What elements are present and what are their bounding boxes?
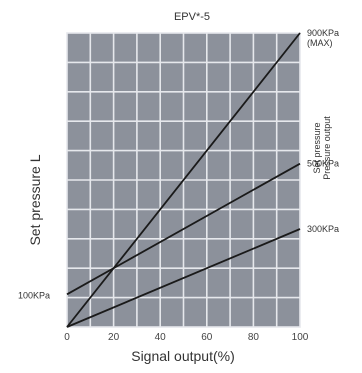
series-line-0 bbox=[66, 32, 301, 328]
series-line-1 bbox=[66, 162, 301, 296]
x-tick-label-3: 60 bbox=[201, 332, 213, 343]
x-axis-label: Signal output(%) bbox=[131, 348, 235, 364]
series-end-label-0-0: 900KPa bbox=[307, 28, 339, 38]
series-end-label-0-1: (MAX) bbox=[307, 38, 333, 48]
y-axis-label: Set pressure L bbox=[27, 154, 43, 245]
right-label-pressure-output: Pressure output bbox=[322, 116, 332, 180]
chart-title: EPV*-5 bbox=[174, 11, 210, 23]
plot-border bbox=[66, 32, 301, 328]
grid bbox=[66, 32, 301, 328]
right-label-set-pressure: Set pressure bbox=[312, 122, 322, 173]
series-end-label-2-0: 300KPa bbox=[307, 224, 339, 234]
x-tick-label-4: 80 bbox=[248, 332, 260, 343]
y-annotation-0: 100KPa bbox=[18, 290, 50, 300]
series-end-label-1-0: 500KPa bbox=[307, 159, 339, 169]
labels: 900KPa(MAX) 500KPa 300KPa 100KPa 0 20 40 60 80 10… bbox=[18, 28, 339, 343]
x-tick-label-5: 100 bbox=[292, 332, 309, 343]
x-tick-label-1: 20 bbox=[108, 332, 120, 343]
series-line-2 bbox=[66, 228, 301, 328]
x-tick-label-0: 0 bbox=[64, 332, 70, 343]
x-tick-label-2: 40 bbox=[155, 332, 167, 343]
series-lines bbox=[66, 32, 301, 328]
